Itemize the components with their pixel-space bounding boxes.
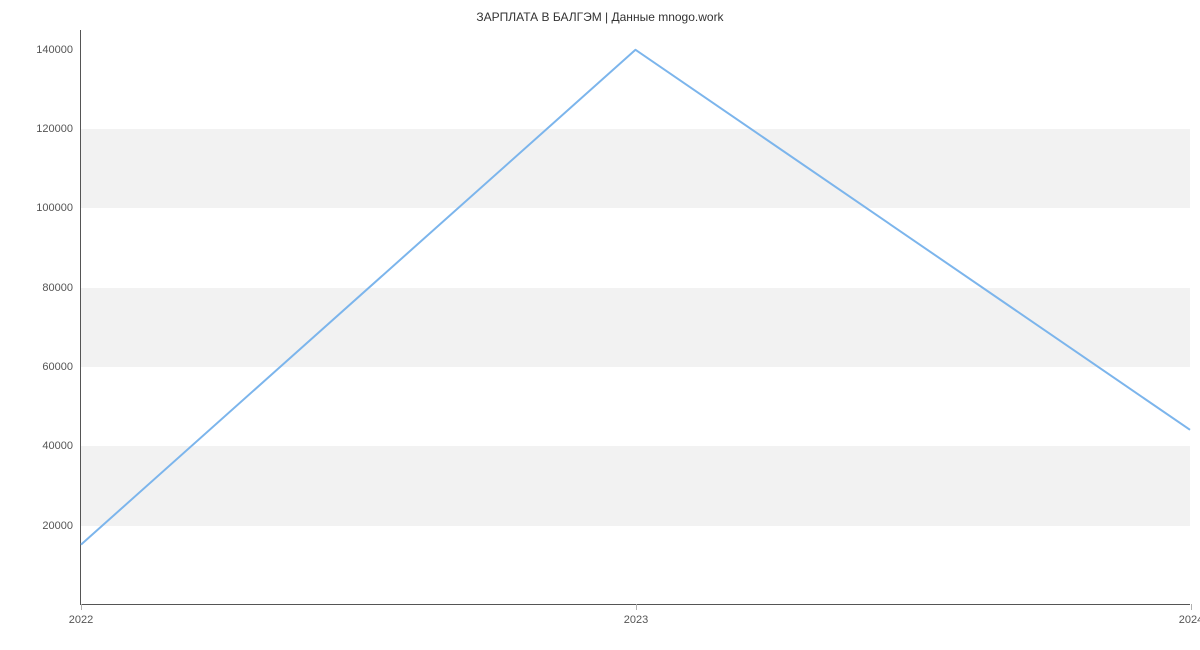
- chart-plot-area: 2000040000600008000010000012000014000020…: [80, 30, 1190, 605]
- chart-series-line: [81, 50, 1190, 545]
- y-axis-tick-label: 20000: [42, 520, 81, 532]
- y-axis-tick-label: 120000: [36, 123, 81, 135]
- salary-chart: ЗАРПЛАТА В БАЛГЭМ | Данные mnogo.work 20…: [0, 0, 1200, 650]
- y-axis-tick-label: 80000: [42, 282, 81, 294]
- y-axis-tick-label: 40000: [42, 440, 81, 452]
- x-axis-tick-label: 2023: [624, 604, 648, 626]
- chart-title: ЗАРПЛАТА В БАЛГЭМ | Данные mnogo.work: [0, 10, 1200, 24]
- chart-line-svg: [81, 30, 1190, 604]
- x-axis-tick-label: 2024: [1179, 604, 1200, 626]
- y-axis-tick-label: 100000: [36, 202, 81, 214]
- x-axis-tick-label: 2022: [69, 604, 93, 626]
- y-axis-tick-label: 140000: [36, 44, 81, 56]
- y-axis-tick-label: 60000: [42, 361, 81, 373]
